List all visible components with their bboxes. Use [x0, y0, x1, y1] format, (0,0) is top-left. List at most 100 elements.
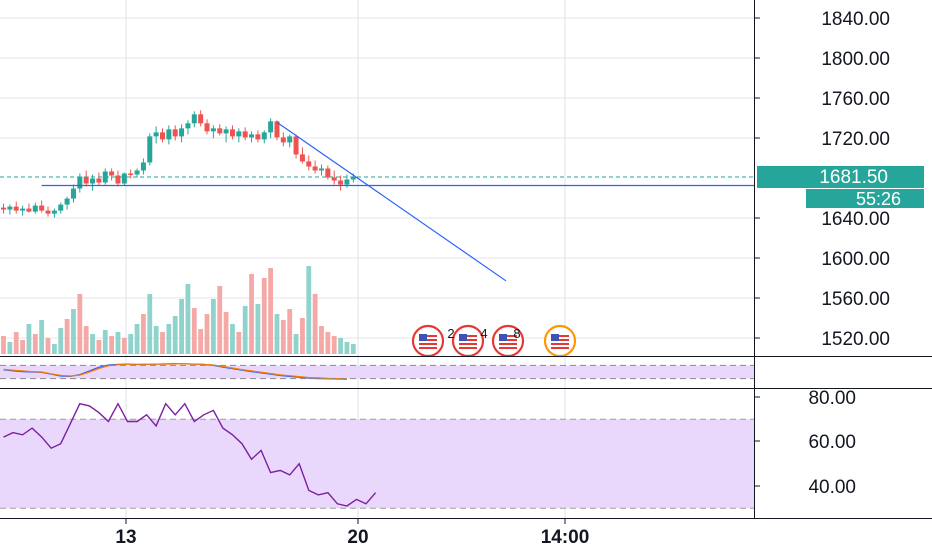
volume-bar	[58, 328, 64, 354]
event-flag-icon[interactable]	[411, 324, 445, 358]
candle[interactable]	[179, 124, 185, 143]
candle[interactable]	[140, 158, 146, 175]
axes	[0, 0, 932, 519]
candle[interactable]	[109, 168, 115, 181]
candle[interactable]	[236, 128, 242, 143]
candle[interactable]	[229, 125, 235, 140]
candle[interactable]	[58, 202, 64, 214]
candle[interactable]	[115, 170, 121, 187]
event-flag-icon[interactable]	[543, 324, 577, 358]
candle[interactable]	[128, 169, 134, 179]
flag-stripe	[551, 343, 569, 345]
candle[interactable]	[280, 132, 286, 147]
candle[interactable]	[268, 118, 274, 139]
volume-bar	[45, 338, 51, 354]
candle[interactable]	[83, 170, 89, 187]
rsi-band	[0, 419, 754, 509]
candle[interactable]	[153, 126, 159, 144]
candle[interactable]	[191, 111, 197, 128]
candle[interactable]	[51, 208, 57, 218]
candle[interactable]	[210, 125, 216, 139]
trend-line[interactable]	[276, 121, 507, 282]
volume-bar	[7, 342, 13, 354]
time-tick-label: 13	[115, 527, 136, 548]
candle[interactable]	[261, 130, 267, 144]
flag-canton	[419, 334, 427, 341]
candle[interactable]	[306, 155, 312, 171]
volume-bar	[166, 324, 172, 354]
candle-body	[1, 207, 6, 210]
candle[interactable]	[249, 131, 255, 143]
volume-bar	[134, 324, 140, 354]
volume-bar	[153, 326, 159, 354]
candle[interactable]	[325, 165, 331, 180]
candle[interactable]	[319, 164, 324, 176]
candle-body	[344, 179, 350, 185]
candle[interactable]	[32, 202, 38, 214]
candle-body	[96, 178, 102, 183]
candle[interactable]	[204, 119, 210, 135]
candle[interactable]	[121, 172, 127, 186]
candle[interactable]	[287, 134, 293, 148]
candle[interactable]	[1, 203, 6, 214]
candle[interactable]	[331, 170, 337, 185]
flag-stripe	[419, 335, 437, 337]
candle[interactable]	[242, 127, 248, 141]
countdown-label: 55:26	[856, 189, 901, 209]
candle[interactable]	[166, 125, 172, 145]
volume-bar	[102, 330, 108, 354]
candle[interactable]	[96, 172, 102, 186]
candle[interactable]	[185, 120, 191, 135]
candlesticks[interactable]	[1, 110, 356, 218]
flag-stripe	[499, 335, 517, 337]
candle-body	[319, 168, 324, 171]
volume-bar	[350, 344, 356, 354]
candle[interactable]	[160, 128, 165, 143]
volume-bar	[261, 278, 267, 354]
price-tick-label: 1640.00	[821, 209, 890, 230]
candle-body	[115, 175, 121, 184]
candle-body	[121, 173, 127, 184]
candle[interactable]	[293, 134, 299, 159]
candle[interactable]	[223, 126, 229, 143]
price-axis-ticks: 1840.00 1800.00 1760.00 1720.00 1640.00 1600.…	[754, 9, 890, 350]
candle[interactable]	[172, 125, 178, 141]
volume-bar	[331, 336, 337, 354]
candle-body	[90, 178, 96, 184]
price-tick-label: 1840.00	[821, 9, 890, 30]
volume-bar	[312, 294, 318, 354]
volume-bar	[64, 319, 70, 354]
volume-bar	[344, 342, 350, 354]
candle[interactable]	[134, 168, 140, 178]
event-flag-icon[interactable]	[451, 324, 485, 358]
economic-events[interactable]: 2 4 8	[411, 324, 577, 358]
candle[interactable]	[39, 200, 45, 213]
candle[interactable]	[77, 173, 83, 193]
candle[interactable]	[7, 204, 13, 215]
candle[interactable]	[299, 147, 305, 164]
candle[interactable]	[255, 130, 261, 143]
candle[interactable]	[312, 160, 318, 174]
candle-body	[39, 205, 45, 211]
candle[interactable]	[45, 206, 51, 217]
candle[interactable]	[13, 201, 19, 214]
stochastic-band	[0, 365, 754, 379]
candle[interactable]	[198, 110, 204, 127]
candle[interactable]	[64, 196, 70, 210]
volume-bar	[77, 294, 83, 354]
candle[interactable]	[26, 203, 32, 213]
volume-bar	[325, 332, 331, 354]
price-tick-label: 1600.00	[821, 249, 890, 270]
candle[interactable]	[102, 168, 108, 185]
candle[interactable]	[20, 205, 26, 216]
candle[interactable]	[338, 175, 344, 191]
candle[interactable]	[274, 120, 280, 141]
candle[interactable]	[217, 124, 223, 136]
price-level-lines[interactable]	[0, 121, 754, 282]
candle[interactable]	[147, 133, 153, 166]
flag-stripe	[459, 347, 477, 349]
candle-body	[280, 137, 286, 143]
candle[interactable]	[70, 184, 76, 203]
